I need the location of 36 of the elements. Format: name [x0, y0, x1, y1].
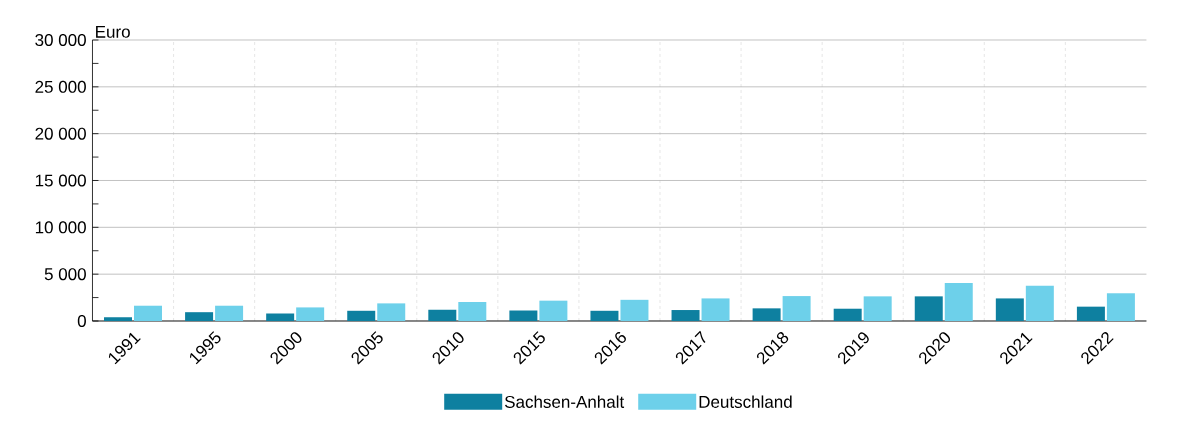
- legend-label: Sachsen-Anhalt: [504, 395, 625, 408]
- bar: [428, 309, 457, 321]
- bar: [539, 300, 568, 321]
- bar: [995, 298, 1024, 321]
- bar: [185, 312, 214, 321]
- bar: [914, 296, 943, 321]
- bar: [944, 283, 973, 321]
- y-tick-label: 30 000: [35, 33, 86, 47]
- bar: [782, 296, 811, 321]
- y-tick-label: 0: [77, 314, 86, 328]
- bar: [104, 317, 133, 321]
- bar: [701, 298, 730, 321]
- y-tick-label: 25 000: [35, 80, 86, 93]
- bar: [296, 307, 325, 321]
- y-tick-label: 15 000: [35, 174, 86, 187]
- bar: [1106, 293, 1135, 321]
- y-tick-label: 20 000: [35, 127, 86, 140]
- y-axis-title: Euro: [96, 25, 130, 38]
- bar: [458, 301, 487, 321]
- bar: [377, 303, 406, 321]
- bar: [134, 305, 163, 321]
- bar: [266, 313, 295, 321]
- bar: [671, 310, 700, 321]
- bar: [863, 296, 892, 321]
- bar: [1076, 306, 1105, 321]
- y-tick-label: 10 000: [35, 221, 86, 234]
- bar: [752, 308, 781, 321]
- bar: [620, 299, 649, 321]
- bar: [833, 308, 862, 321]
- bar: [509, 310, 538, 321]
- bar: [215, 305, 244, 321]
- legend-label: Deutschland: [699, 395, 792, 408]
- y-tick-label: 5 000: [44, 268, 86, 281]
- bar: [347, 310, 376, 321]
- bar: [590, 310, 619, 321]
- bar: [1025, 285, 1054, 321]
